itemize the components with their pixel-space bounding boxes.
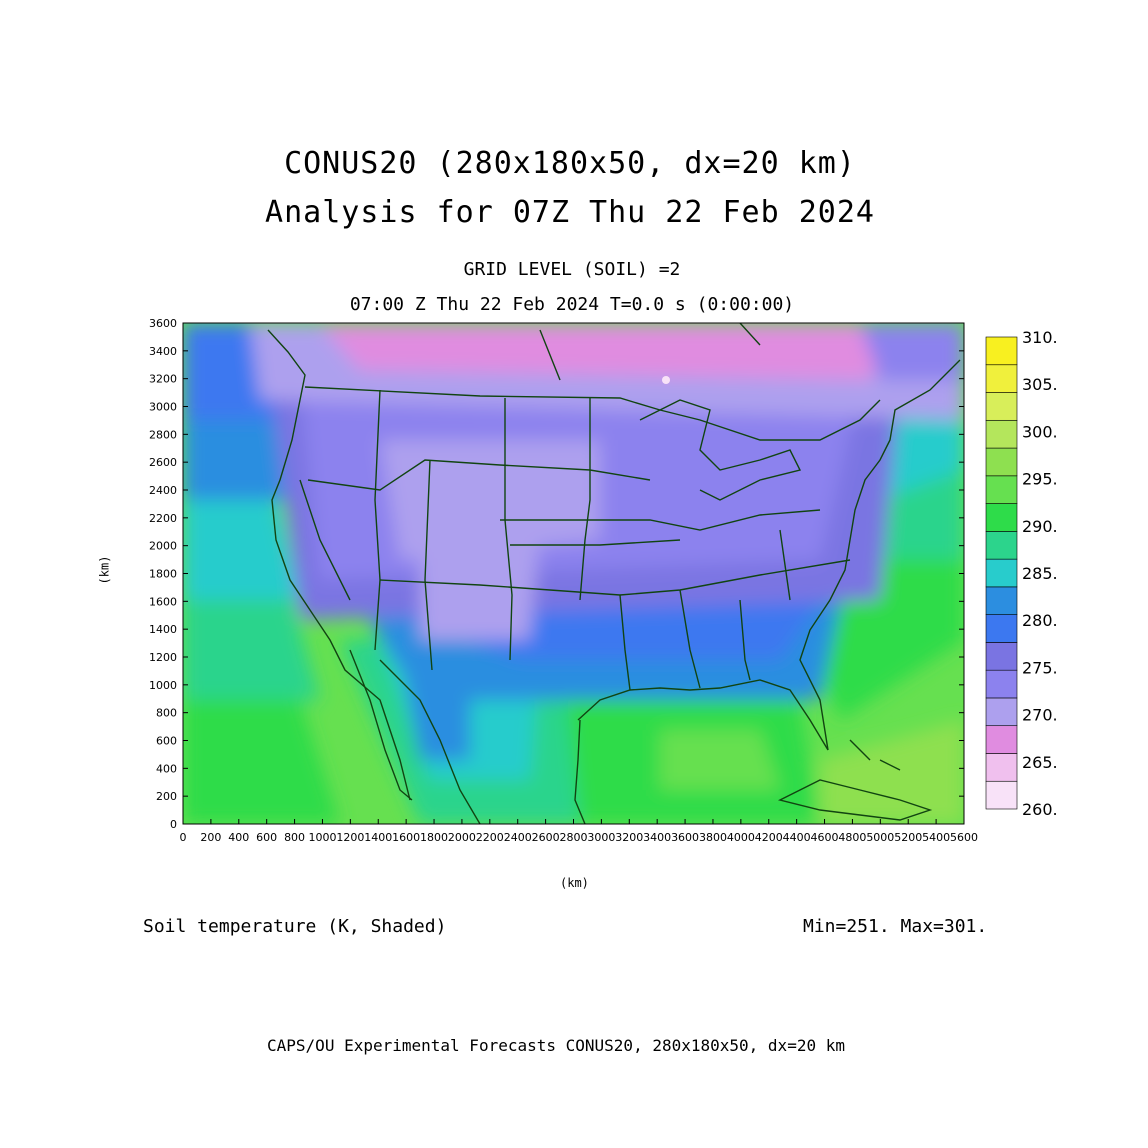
x-tick-label: 1400 [364, 831, 392, 844]
y-tick-label: 2400 [149, 484, 177, 497]
x-axis-label: (km) [560, 876, 589, 890]
x-tick-label: 1200 [336, 831, 364, 844]
y-tick-label: 1400 [149, 623, 177, 636]
colorbar-swatch [985, 697, 1018, 727]
x-tick-label: 4400 [783, 831, 811, 844]
coastline-and-state-borders [267, 323, 961, 824]
map-subtitle: Analysis for 07Z Thu 22 Feb 2024 [265, 195, 875, 230]
colorbar-label: 305. [1022, 375, 1058, 394]
x-tick-label: 4600 [811, 831, 839, 844]
colorbar-swatch [985, 725, 1018, 754]
colorbar-swatch [985, 642, 1018, 671]
x-tick-label: 5600 [950, 831, 978, 844]
y-tick-label: 3400 [149, 345, 177, 358]
colorbar-swatch [985, 364, 1018, 393]
colorbar-swatch [985, 475, 1018, 504]
colorbar-swatch [985, 336, 1018, 366]
colorbar: 260. 265. 270. 275. 280. 285. 290. 295. 300. 305.… [985, 328, 1058, 819]
y-tick-label: 2600 [149, 456, 177, 469]
colorbar-swatch [985, 753, 1018, 782]
colorbar-swatch [985, 558, 1018, 588]
x-tick-label: 0 [180, 831, 187, 844]
x-tick-label: 2800 [560, 831, 588, 844]
x-tick-label: 5200 [894, 831, 922, 844]
x-tick-label: 4800 [838, 831, 866, 844]
y-tick-label: 200 [156, 790, 177, 803]
colorbar-swatch [985, 614, 1018, 643]
x-tick-label: 3400 [643, 831, 671, 844]
footer-credit: CAPS/OU Experimental Forecasts CONUS20, … [267, 1036, 845, 1055]
y-tick-label: 1800 [149, 568, 177, 581]
y-tick-label: 1000 [149, 679, 177, 692]
x-tick-label: 1000 [308, 831, 336, 844]
y-tick-label: 2800 [149, 428, 177, 441]
x-tick-label: 4200 [755, 831, 783, 844]
valid-time-label: 07:00 Z Thu 22 Feb 2024 T=0.0 s (0:00:00… [349, 294, 795, 315]
colorbar-swatch [985, 531, 1018, 560]
x-tick-label: 5000 [866, 831, 894, 844]
x-tick-label: 3600 [671, 831, 699, 844]
x-axis: 0 200 400 600 800 1000 1200 1400 1600 1800 2000 220… [180, 819, 978, 844]
x-tick-label: 2200 [476, 831, 504, 844]
y-tick-label: 400 [156, 762, 177, 775]
y-tick-label: 3000 [149, 401, 177, 414]
y-tick-label: 3600 [149, 317, 177, 330]
y-tick-label: 2000 [149, 540, 177, 553]
x-tick-label: 4000 [727, 831, 755, 844]
x-tick-label: 200 [200, 831, 221, 844]
y-axis: 0 200 400 600 800 1000 1200 1400 1600 1800 2000 220… [149, 317, 964, 831]
colorbar-swatch [985, 392, 1018, 421]
x-tick-label: 2600 [532, 831, 560, 844]
colorbar-swatch [985, 586, 1018, 615]
colorbar-label: 260. [1022, 800, 1058, 819]
min-max-label: Min=251. Max=301. [803, 916, 988, 937]
y-tick-label: 800 [156, 707, 177, 720]
x-tick-label: 1800 [420, 831, 448, 844]
y-tick-label: 2200 [149, 512, 177, 525]
colorbar-label: 280. [1022, 611, 1058, 630]
y-tick-label: 0 [170, 818, 177, 831]
map-title: CONUS20 (280x180x50, dx=20 km) [284, 146, 856, 181]
x-tick-label: 800 [284, 831, 305, 844]
x-tick-label: 3800 [699, 831, 727, 844]
shaded-field [183, 323, 964, 824]
x-tick-label: 5400 [922, 831, 950, 844]
colorbar-swatch [985, 669, 1018, 699]
colorbar-label: 275. [1022, 658, 1058, 677]
x-tick-label: 3000 [587, 831, 615, 844]
colorbar-label: 290. [1022, 517, 1058, 536]
colorbar-label: 270. [1022, 706, 1058, 725]
colorbar-swatch [985, 780, 1018, 810]
field-label: Soil temperature (K, Shaded) [143, 916, 447, 937]
x-tick-label: 1600 [392, 831, 420, 844]
x-tick-label: 600 [256, 831, 277, 844]
y-tick-label: 600 [156, 735, 177, 748]
grid-level-label: GRID LEVEL (SOIL) =2 [463, 259, 681, 280]
colorbar-swatch [985, 419, 1018, 449]
x-tick-label: 2000 [448, 831, 476, 844]
colorbar-label: 310. [1022, 328, 1058, 347]
colorbar-swatch [985, 447, 1018, 477]
y-tick-label: 1200 [149, 651, 177, 664]
colorbar-label: 295. [1022, 470, 1058, 489]
colorbar-label: 285. [1022, 564, 1058, 583]
x-tick-label: 2400 [504, 831, 532, 844]
colorbar-label: 265. [1022, 753, 1058, 772]
colorbar-label: 300. [1022, 422, 1058, 441]
y-tick-label: 3200 [149, 373, 177, 386]
colorbar-swatch [985, 503, 1018, 532]
x-tick-label: 400 [228, 831, 249, 844]
y-tick-label: 1600 [149, 595, 177, 608]
x-tick-label: 3200 [615, 831, 643, 844]
